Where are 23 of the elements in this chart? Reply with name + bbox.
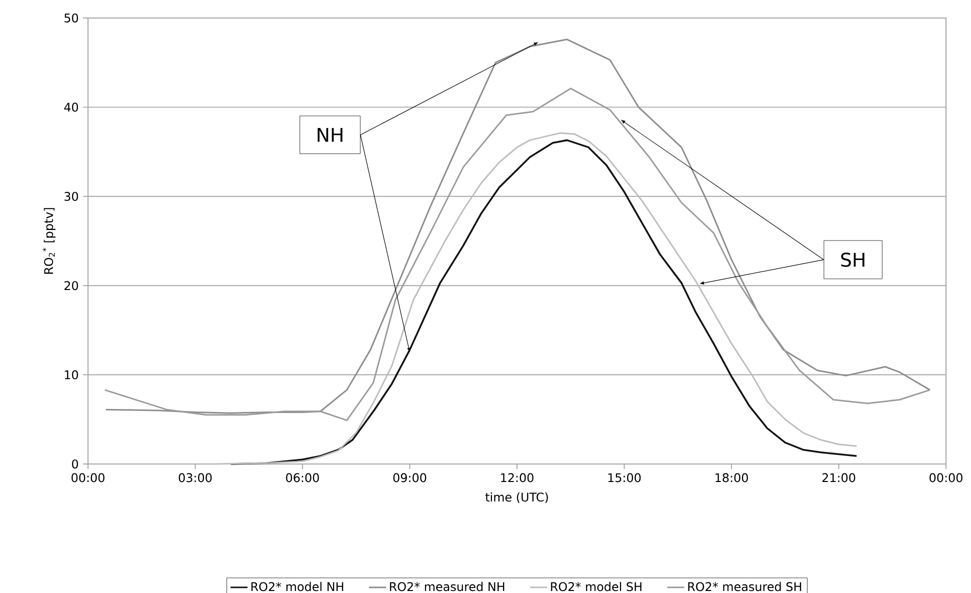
- annotation: SH: [841, 252, 864, 267]
- legend-label: RO2* model NH: [251, 582, 344, 592]
- x-tick-label: 00:00: [930, 473, 962, 482]
- y-tick-label: 0: [72, 459, 78, 469]
- y-tick-label: 20: [64, 281, 78, 290]
- annotation: NH: [318, 128, 342, 142]
- x-tick-label: 18:00: [716, 473, 748, 482]
- x-tick-label: 15:00: [608, 473, 641, 482]
- y-tick-label: 30: [64, 192, 78, 201]
- x-tick-label: 00:00: [72, 473, 104, 482]
- legend-label: RO2* model SH: [551, 582, 642, 592]
- y-tick-label: 10: [64, 370, 78, 380]
- legend-label: RO2* measured SH: [688, 582, 802, 592]
- x-tick-label: 12:00: [501, 473, 534, 482]
- legend-label: RO2* measured NH: [390, 582, 504, 592]
- y-axis-title: RO$_{2}$$^{*}$ [pptv]: [42, 208, 56, 274]
- y-tick-label: 40: [64, 102, 78, 112]
- x-tick-label: 06:00: [286, 473, 319, 482]
- x-axis-title: time (UTC): [485, 492, 548, 504]
- x-tick-label: 09:00: [393, 473, 426, 482]
- y-tick-label: 50: [64, 13, 78, 23]
- x-tick-label: 21:00: [822, 473, 856, 482]
- x-tick-label: 03:00: [178, 473, 212, 482]
